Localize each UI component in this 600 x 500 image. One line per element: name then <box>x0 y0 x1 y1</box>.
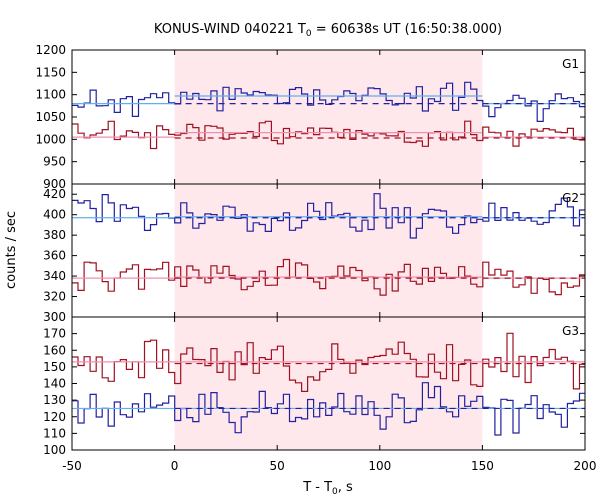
panel-frame <box>71 316 586 451</box>
y-tick-label: 1000 <box>35 132 66 146</box>
y-tick-label: 420 <box>43 187 66 201</box>
y-tick-label: 130 <box>43 393 66 407</box>
panel-label: G3 <box>562 324 579 338</box>
y-tick-label: 170 <box>43 327 66 341</box>
y-tick-label: 950 <box>43 155 66 169</box>
y-tick-label: 100 <box>43 443 66 457</box>
panels-group: 90095010001050110011501200G1300320340360… <box>35 43 596 473</box>
y-tick-label: 140 <box>43 377 66 391</box>
y-tick-label: 110 <box>43 426 66 440</box>
y-tick-label: 1100 <box>35 88 66 102</box>
y-tick-label: 1200 <box>35 43 66 57</box>
series-blue-step <box>72 81 585 122</box>
x-tick-label: 150 <box>471 459 494 473</box>
x-tick-label: -50 <box>62 459 82 473</box>
highlight-interval-band <box>174 50 483 450</box>
y-tick-label: 340 <box>43 269 66 283</box>
series-blue-step <box>72 382 585 436</box>
y-tick-label: 300 <box>43 310 66 324</box>
y-tick-label: 320 <box>43 290 66 304</box>
chart-title: KONUS-WIND 040221 T0 = 60638s UT (16:50:… <box>154 22 502 39</box>
x-tick-label: 100 <box>368 459 391 473</box>
y-tick-label: 120 <box>43 410 66 424</box>
x-tick-label: 0 <box>171 459 179 473</box>
panel-label: G1 <box>562 57 579 71</box>
y-tick-label: 400 <box>43 208 66 222</box>
y-tick-label: 160 <box>43 343 66 357</box>
panel-label: G2 <box>562 191 579 205</box>
series-red-step <box>72 332 585 392</box>
x-axis-label: T - T0, s <box>302 480 353 497</box>
y-tick-label: 900 <box>43 177 66 191</box>
y-tick-label: 360 <box>43 249 66 263</box>
x-tick-label: 50 <box>270 459 285 473</box>
y-tick-label: 380 <box>43 228 66 242</box>
series-blue-step <box>72 193 585 239</box>
y-tick-label: 1150 <box>35 65 66 79</box>
y-tick-label: 1050 <box>35 110 66 124</box>
series-red-step <box>72 120 585 150</box>
y-axis-label: counts / sec <box>4 211 19 289</box>
y-tick-label: 150 <box>43 360 66 374</box>
x-tick-label: 200 <box>574 459 597 473</box>
